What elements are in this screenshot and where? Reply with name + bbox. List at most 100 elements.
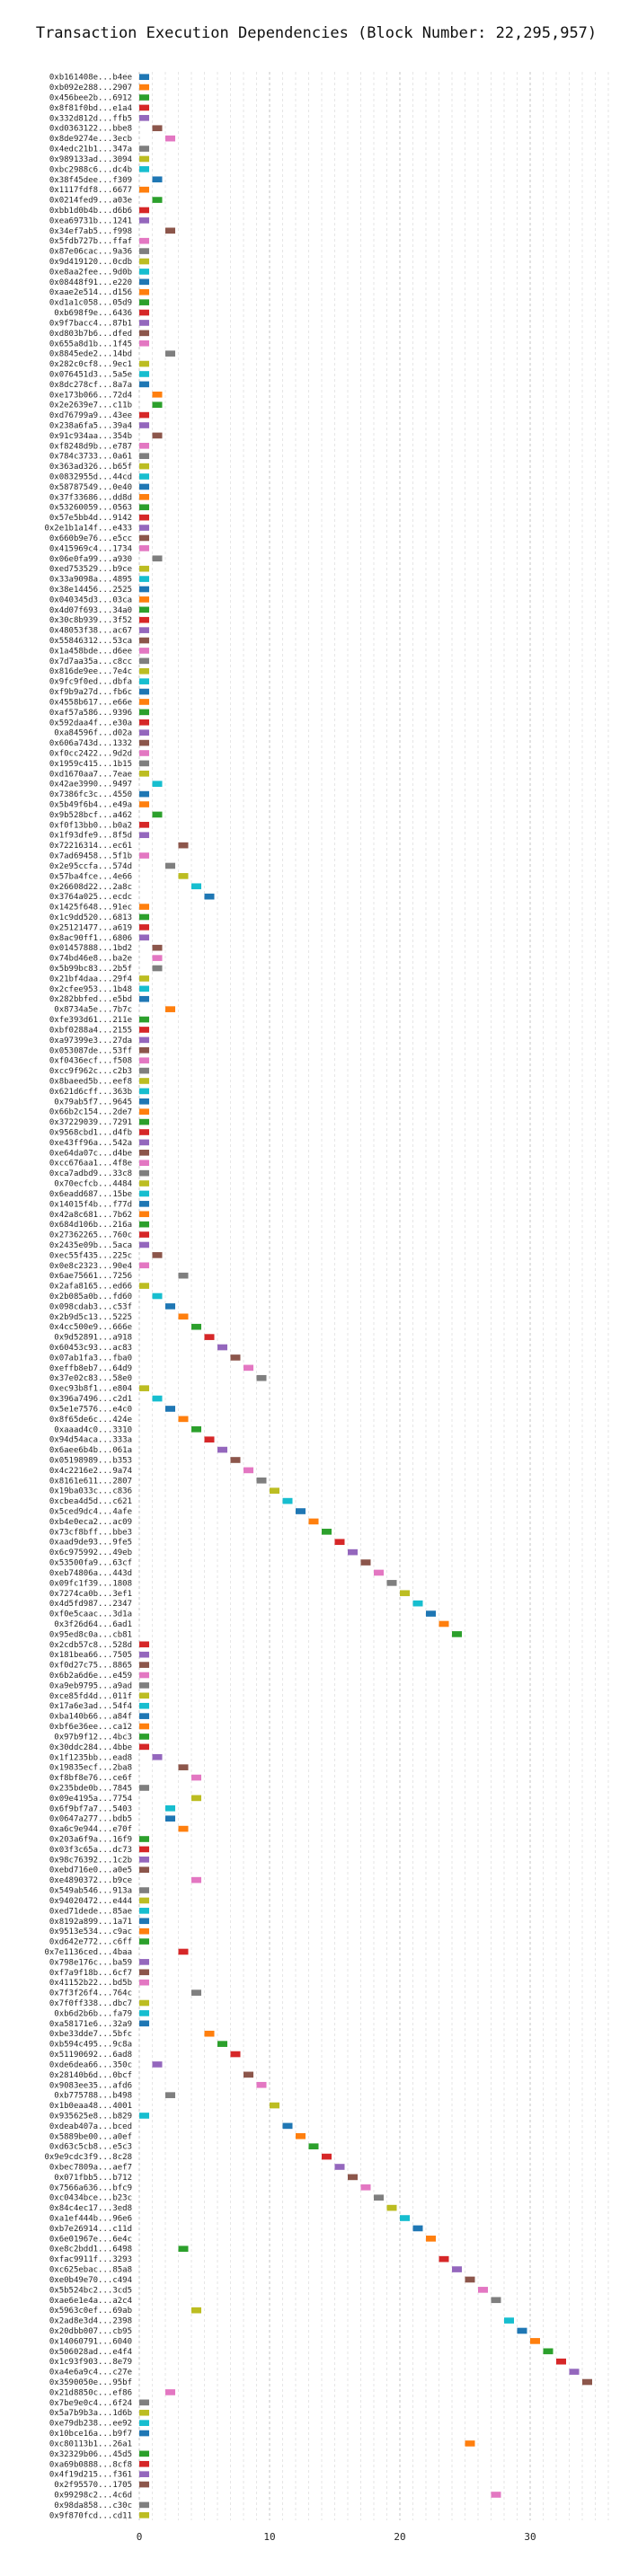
bar (217, 1344, 227, 1351)
bar (230, 2051, 241, 2058)
y-tick-label: 0xcc676aa1...4f8e (49, 1160, 132, 1169)
bar (256, 1374, 267, 1381)
y-tick-label: 0x181bea66...7505 (49, 1651, 132, 1660)
y-tick-label: 0x549ab546...913a (49, 1887, 132, 1896)
y-tick-label: 0x05198989...b353 (49, 1456, 132, 1465)
y-tick-label: 0x42ae3990...9497 (49, 781, 132, 790)
y-tick-label: 0x1117fdf8...6677 (49, 186, 132, 195)
bar (139, 1139, 149, 1146)
y-tick-label: 0x48053f38...ac67 (49, 627, 132, 636)
y-tick-label: 0xa58171e6...32a9 (49, 2020, 132, 2029)
bar (139, 606, 149, 613)
y-tick-label: 0xf7a9f18b...6cf7 (49, 1969, 132, 1978)
bar (139, 248, 149, 254)
y-tick-label: 0x5ced9dc4...4afe (49, 1508, 132, 1517)
y-tick-label: 0x30c8b939...3f52 (49, 616, 132, 625)
bar (139, 667, 149, 675)
bar (139, 1908, 149, 1914)
y-tick-label: 0xe79db238...ee92 (49, 2420, 132, 2429)
bar (139, 1938, 149, 1945)
bar (230, 1354, 241, 1361)
y-tick-label: 0xe0b49e70...c494 (49, 2276, 132, 2285)
bar (139, 995, 149, 1002)
bar (152, 811, 163, 818)
bar (139, 534, 149, 542)
bar (426, 1610, 436, 1617)
y-tick-label: 0x8f81f0bd...e1a4 (49, 104, 132, 113)
y-tick-label: 0x51190692...6ad8 (49, 2051, 132, 2060)
bar (152, 781, 163, 788)
bar (139, 2471, 149, 2477)
bar (139, 473, 149, 480)
bar (139, 1866, 149, 1874)
bar (139, 2113, 149, 2119)
y-tick-label: 0x9f7bacc4...87b1 (49, 319, 132, 328)
bar (439, 1620, 449, 1628)
y-tick-label: 0x7386fc3c...4550 (49, 790, 132, 799)
bar (139, 166, 149, 172)
bar (139, 1651, 149, 1658)
y-tick-label: 0x7f3f26f4...764c (49, 1989, 132, 1998)
y-tick-label: 0x415969c4...1734 (49, 544, 132, 553)
bar (178, 1764, 189, 1770)
bar (270, 1487, 279, 1495)
bar (139, 504, 149, 511)
y-tick-label: 0x5963c0ef...69ab (49, 2307, 132, 2316)
bar (569, 2369, 580, 2375)
bar (165, 1815, 175, 1822)
y-tick-label: 0x684d106b...216a (49, 1221, 132, 1230)
y-tick-label: 0xaf57a586...9396 (49, 709, 132, 718)
bar (152, 176, 163, 183)
bar (178, 842, 189, 849)
bar (139, 904, 149, 910)
bar (139, 790, 149, 798)
bar (244, 1364, 253, 1372)
bar (139, 1201, 149, 1207)
bar (165, 2389, 175, 2395)
bar (165, 1804, 175, 1812)
bar (517, 2327, 527, 2334)
y-tick-label: 0x592daa4f...e30a (49, 719, 132, 728)
y-tick-label: 0x20dbb007...cb95 (49, 2327, 132, 2336)
y-tick-label: 0xf0e5caac...3d1a (49, 1610, 132, 1619)
y-tick-label: 0x10bce16a...b9f7 (49, 2430, 132, 2439)
bar (139, 2430, 149, 2437)
bar (217, 1446, 227, 1453)
bar (139, 565, 149, 572)
bar (152, 1252, 163, 1258)
bar (412, 2225, 423, 2232)
bar (165, 350, 175, 357)
bar (139, 760, 149, 767)
bar (139, 2501, 149, 2509)
bar (139, 84, 149, 91)
y-tick-label: 0x5a7b9b3a...1d6b (49, 2409, 132, 2418)
y-tick-label: 0x19835ecf...2ba8 (49, 1764, 132, 1773)
y-tick-label: 0xa4e6a9c4...c27e (49, 2369, 132, 2378)
y-tick-label: 0x60453c93...ac83 (49, 1344, 132, 1353)
bar (139, 770, 149, 777)
y-tick-label: 0x8845ede2...14bd (49, 350, 132, 359)
bar (139, 729, 149, 736)
chart-title: Transaction Execution Dependencies (Bloc… (36, 24, 597, 42)
y-tick-label: 0x4cc500e9...666e (49, 1323, 132, 1332)
y-tick-label: 0x6f9bf7a7...5403 (49, 1804, 132, 1813)
y-tick-label: 0x8734a5e...7b7c (54, 1006, 132, 1015)
bar (204, 893, 215, 900)
bar (191, 883, 201, 890)
y-tick-label: 0xc0434bce...b23c (49, 2194, 132, 2203)
y-tick-label: 0xe4890372...b9ce (49, 1876, 132, 1885)
y-tick-label: 0x7be9e0c4...6f24 (49, 2399, 132, 2408)
bar (139, 1713, 149, 1719)
bar (139, 104, 149, 111)
y-tick-label: 0x70ecfcb...4484 (54, 1180, 132, 1189)
y-tick-label: 0x30ddc284...4bbe (49, 1743, 132, 1752)
bar (334, 1539, 345, 1546)
y-tick-label: 0x1c93f903...8e79 (49, 2358, 132, 2367)
y-tick-label: 0x1a458bde...d6ee (49, 647, 132, 656)
bar (139, 2020, 149, 2027)
y-tick-label: 0x37229039...7291 (49, 1118, 132, 1127)
bar (139, 1846, 149, 1853)
bar (139, 453, 149, 460)
y-tick-label: 0xe173b066...72d4 (49, 391, 132, 400)
